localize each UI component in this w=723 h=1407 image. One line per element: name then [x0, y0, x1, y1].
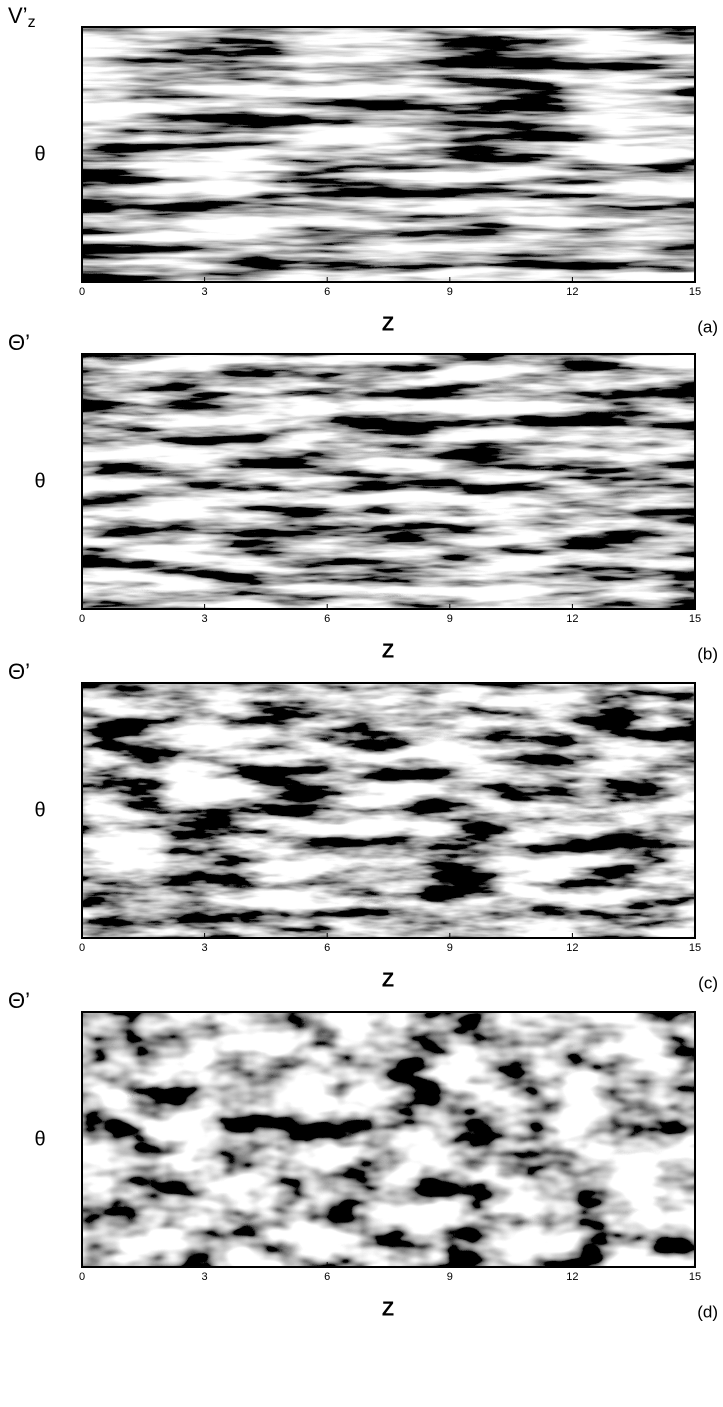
x-tick-label: 15: [689, 613, 701, 625]
x-tick-label: 3: [202, 942, 208, 954]
plot-frame: [81, 353, 696, 610]
x-axis-label: Z: [382, 640, 394, 662]
panel-label: (a): [697, 317, 718, 336]
panel-label: (d): [697, 1302, 718, 1321]
x-tick-label: 3: [202, 613, 208, 625]
panel: Θ’ θ 0 3 6 9 12 15 Z (b): [8, 330, 718, 664]
field-label-main: Θ’: [8, 330, 30, 355]
panel: Θ’ θ 0 3 6 9 12 15 Z (d): [8, 988, 718, 1322]
field-label-main: Θ’: [8, 988, 30, 1013]
plot-frame: [81, 682, 696, 939]
x-tick-label: 6: [324, 286, 330, 298]
field-label: Θ’: [8, 988, 30, 1013]
field-label-main: V’: [8, 3, 28, 28]
x-tick-label: 12: [566, 942, 578, 954]
y-axis-label: θ: [34, 143, 45, 165]
x-tick-label: 3: [202, 286, 208, 298]
y-axis-label: θ: [34, 799, 45, 821]
x-tick-label: 6: [324, 613, 330, 625]
x-tick-label: 0: [79, 942, 85, 954]
contour-field: [82, 27, 695, 282]
x-tick-label: 15: [689, 942, 701, 954]
x-tick-label: 6: [324, 942, 330, 954]
x-tick-label: 15: [689, 286, 701, 298]
field-label: V’z: [8, 3, 36, 31]
x-axis-label: Z: [382, 1298, 394, 1320]
contour-field: [82, 354, 695, 609]
contour-field: [82, 1012, 695, 1267]
x-axis-label: Z: [382, 313, 394, 335]
x-tick-label: 9: [447, 286, 453, 298]
x-tick-label: 12: [566, 286, 578, 298]
panel-label: (c): [698, 973, 718, 992]
x-tick-label: 0: [79, 613, 85, 625]
plot-frame: [81, 1011, 696, 1268]
y-axis-label: θ: [34, 470, 45, 492]
x-tick-label: 9: [447, 1271, 453, 1283]
y-axis-label: θ: [34, 1128, 45, 1150]
x-tick-label: 15: [689, 1271, 701, 1283]
panel: V’z θ 0 3 6 9 12 15 Z (a): [8, 3, 718, 337]
field-label-subscript: z: [28, 14, 36, 31]
x-tick-label: 3: [202, 1271, 208, 1283]
panel: Θ’ θ 0 3 6 9 12 15 Z (c): [8, 659, 718, 993]
plot-frame: [81, 26, 696, 283]
contour-field: [82, 683, 695, 938]
field-label-main: Θ’: [8, 659, 30, 684]
x-tick-label: 12: [566, 1271, 578, 1283]
x-tick-label: 0: [79, 286, 85, 298]
x-axis-label: Z: [382, 969, 394, 991]
x-tick-label: 9: [447, 942, 453, 954]
panel-label: (b): [697, 644, 718, 663]
field-label: Θ’: [8, 330, 30, 355]
x-tick-label: 6: [324, 1271, 330, 1283]
x-tick-label: 0: [79, 1271, 85, 1283]
field-label: Θ’: [8, 659, 30, 684]
x-tick-label: 12: [566, 613, 578, 625]
x-tick-label: 9: [447, 613, 453, 625]
